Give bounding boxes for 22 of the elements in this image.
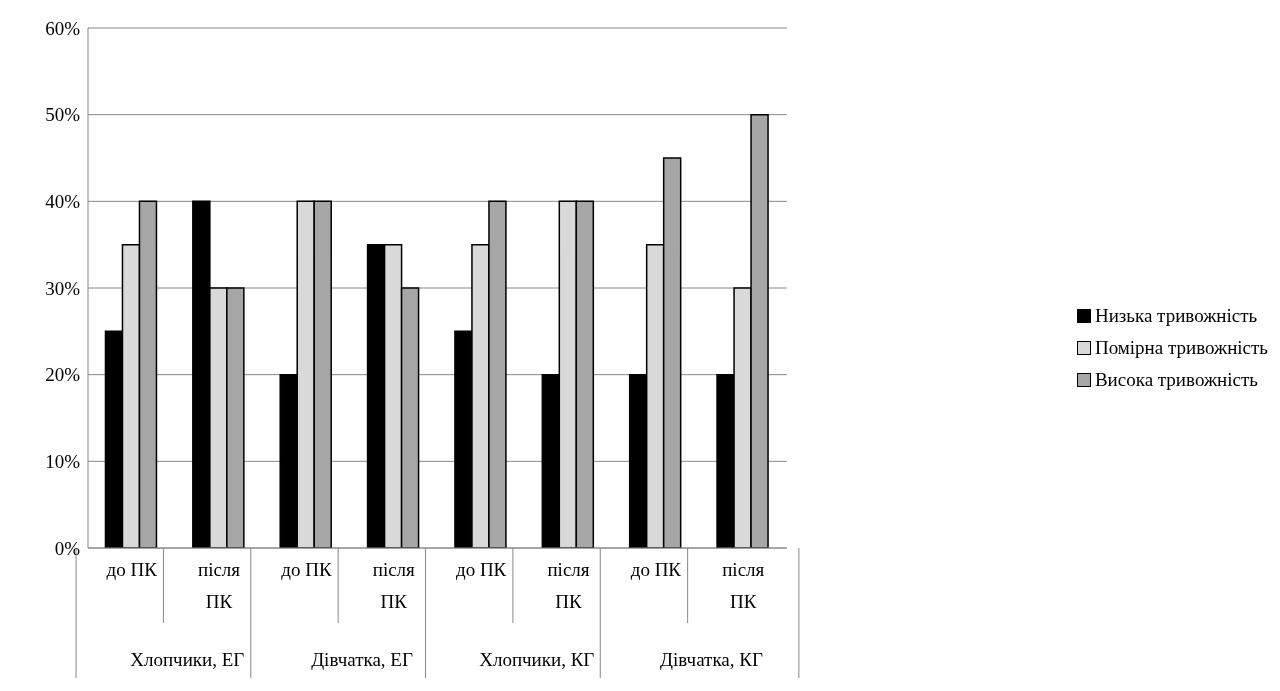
- x-tick-label: до ПК: [456, 559, 507, 580]
- y-tick-label: 60%: [45, 17, 81, 39]
- y-tick-label: 40%: [45, 191, 81, 213]
- text: Дівчатка, КГ: [660, 649, 763, 670]
- y-tick-label: 50%: [45, 104, 81, 126]
- x-tick-label: до ПК: [630, 559, 682, 580]
- x-tick-label: до ПК: [106, 559, 158, 580]
- x-tick-label: після ПК: [547, 559, 590, 612]
- y-tick-label: 20%: [45, 364, 81, 386]
- legend-label: Помірна тривожність: [1094, 337, 1268, 359]
- text: Хлопчики, ЕГ: [130, 649, 245, 670]
- legend-label: Низька тривожність: [1094, 305, 1258, 327]
- y-tick-label: 30%: [45, 277, 81, 299]
- x-tick-label: після ПК: [198, 559, 241, 612]
- y-tick-label: 10%: [45, 451, 81, 473]
- x-tick-label: після ПК: [722, 559, 765, 612]
- y-tick-label: 0%: [54, 537, 81, 559]
- text: Дівчатка, ЕГ: [311, 649, 413, 670]
- x-tick-label: після ПК: [372, 559, 416, 612]
- legend-label: Висока тривожність: [1094, 369, 1258, 391]
- x-tick-label: до ПК: [281, 559, 332, 580]
- text: Хлопчики, КГ: [479, 649, 595, 670]
